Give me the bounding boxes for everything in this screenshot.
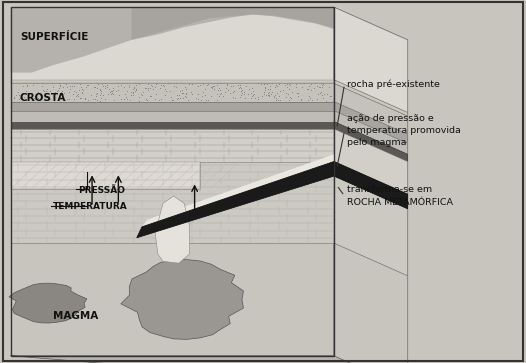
Text: rocha pré-existente: rocha pré-existente <box>347 79 440 89</box>
Polygon shape <box>334 7 408 363</box>
Polygon shape <box>142 154 334 227</box>
Text: transforma-se em
ROCHA METAMÓRFICA: transforma-se em ROCHA METAMÓRFICA <box>347 185 453 207</box>
Text: CROSTA: CROSTA <box>20 93 66 103</box>
Text: TEMPERATURA: TEMPERATURA <box>53 203 127 211</box>
Polygon shape <box>11 80 334 83</box>
Polygon shape <box>11 162 334 243</box>
Text: PRESSÃO: PRESSÃO <box>78 186 125 195</box>
Polygon shape <box>11 162 200 189</box>
Polygon shape <box>11 356 408 363</box>
Polygon shape <box>11 102 334 111</box>
Polygon shape <box>137 162 334 238</box>
Polygon shape <box>11 7 334 80</box>
Polygon shape <box>334 162 408 209</box>
Polygon shape <box>11 7 334 73</box>
Polygon shape <box>334 7 408 113</box>
Polygon shape <box>334 80 408 116</box>
Polygon shape <box>121 260 244 339</box>
Polygon shape <box>334 356 408 363</box>
Polygon shape <box>11 111 334 122</box>
Polygon shape <box>11 129 334 162</box>
Text: ação de pressão e
temperatura promovida
pelo magma: ação de pressão e temperatura promovida … <box>347 114 461 147</box>
Bar <box>11 7 334 356</box>
Polygon shape <box>11 122 334 129</box>
Polygon shape <box>11 83 334 102</box>
Polygon shape <box>334 243 408 363</box>
Polygon shape <box>9 283 87 323</box>
Text: SUPERFÍCIE: SUPERFÍCIE <box>20 32 88 42</box>
Polygon shape <box>334 129 408 194</box>
Polygon shape <box>334 83 408 134</box>
Polygon shape <box>334 122 408 162</box>
Text: MAGMA: MAGMA <box>53 311 98 321</box>
Polygon shape <box>132 7 334 40</box>
Polygon shape <box>334 102 408 143</box>
Polygon shape <box>334 176 408 276</box>
Polygon shape <box>11 243 334 356</box>
Polygon shape <box>334 111 408 154</box>
Polygon shape <box>155 196 189 263</box>
